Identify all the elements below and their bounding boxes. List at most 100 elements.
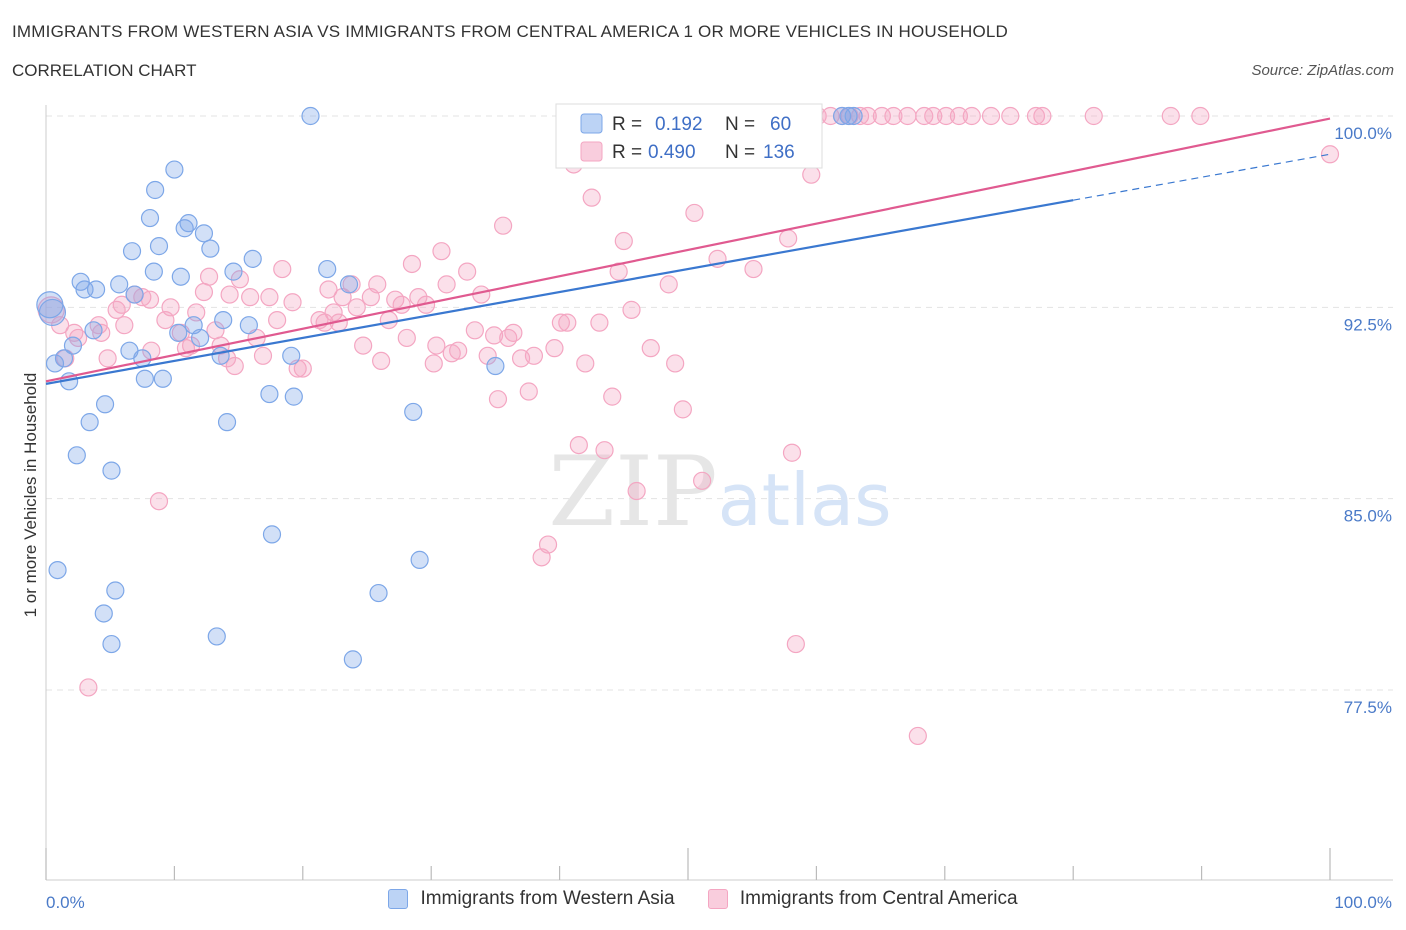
chart-title: IMMIGRANTS FROM WESTERN ASIA VS IMMIGRAN… xyxy=(12,22,1008,41)
data-point xyxy=(494,216,513,235)
data-point xyxy=(614,231,633,251)
legend-label-western-asia: Immigrants from Western Asia xyxy=(420,888,675,909)
data-point xyxy=(214,310,233,330)
legend-r-western-asia: 0.192 xyxy=(655,114,703,135)
data-point xyxy=(260,384,279,404)
data-point xyxy=(262,525,282,544)
data-point xyxy=(524,346,544,365)
trend-line-central-america xyxy=(45,117,1331,383)
data-point xyxy=(98,349,117,368)
data-point xyxy=(45,354,65,373)
data-point xyxy=(659,275,678,294)
data-point xyxy=(551,313,570,332)
data-point xyxy=(112,295,131,314)
data-point xyxy=(379,310,398,330)
data-point xyxy=(1001,106,1020,126)
data-point xyxy=(839,106,858,126)
data-point xyxy=(133,349,152,368)
data-point xyxy=(107,300,126,319)
data-point xyxy=(86,280,106,299)
data-point xyxy=(135,369,154,388)
data-point xyxy=(666,354,685,373)
data-point xyxy=(171,267,190,286)
data-point xyxy=(786,634,805,654)
data-point xyxy=(224,262,243,281)
data-point xyxy=(397,328,416,348)
data-point xyxy=(545,339,564,358)
data-point xyxy=(243,249,262,268)
legend-n-central-america: 136 xyxy=(763,142,795,163)
data-point xyxy=(622,300,641,319)
x-tick-label-min: 0.0% xyxy=(46,893,85,912)
data-point xyxy=(782,443,802,462)
data-point xyxy=(268,310,287,330)
data-point xyxy=(898,106,917,126)
data-point xyxy=(372,351,391,371)
data-point xyxy=(627,481,646,501)
data-point xyxy=(106,581,125,600)
data-point xyxy=(190,328,210,348)
data-point xyxy=(432,242,451,261)
data-point xyxy=(343,650,362,669)
legend-r-central-america: 0.490 xyxy=(648,142,696,163)
chart-subtitle: CORRELATION CHART xyxy=(12,61,197,80)
data-point xyxy=(449,341,468,360)
data-point xyxy=(260,288,279,307)
data-point xyxy=(102,634,121,654)
y-tick-label: 92.5% xyxy=(1344,315,1392,334)
data-point xyxy=(146,180,165,200)
data-point xyxy=(1026,106,1046,126)
axes xyxy=(45,105,1393,881)
legend-n-label: N = xyxy=(725,142,755,163)
data-point xyxy=(478,346,497,365)
data-point xyxy=(318,259,337,279)
data-point xyxy=(962,106,981,126)
data-point xyxy=(368,275,387,294)
data-point xyxy=(437,275,456,294)
series-central-america xyxy=(37,106,1340,746)
data-point xyxy=(693,471,712,490)
data-point xyxy=(149,492,169,511)
data-point xyxy=(884,106,903,126)
legend-r-label: R = xyxy=(612,114,642,135)
data-point xyxy=(576,354,595,373)
data-point xyxy=(458,262,477,281)
data-point xyxy=(63,336,83,355)
y-tick-label: 77.5% xyxy=(1344,698,1392,717)
legend-n-western-asia: 60 xyxy=(770,114,791,135)
data-point xyxy=(149,237,169,256)
data-point xyxy=(161,298,180,317)
data-point xyxy=(538,535,558,554)
data-point xyxy=(558,313,577,332)
data-point xyxy=(936,106,956,126)
data-point xyxy=(273,259,292,279)
trend-line-western-asia xyxy=(45,199,1074,385)
data-point xyxy=(122,242,142,261)
data-point xyxy=(590,313,609,332)
data-point xyxy=(908,726,927,746)
data-point xyxy=(949,106,969,126)
data-point xyxy=(80,413,99,432)
data-point xyxy=(1161,106,1180,126)
trend-layer xyxy=(45,117,1331,385)
data-point xyxy=(347,298,366,317)
data-point xyxy=(301,106,320,126)
data-point xyxy=(84,321,103,340)
data-point xyxy=(1084,106,1103,126)
data-point xyxy=(140,290,160,309)
data-point xyxy=(102,461,121,480)
data-point xyxy=(1191,106,1210,126)
data-point xyxy=(36,291,64,319)
data-point xyxy=(486,356,505,376)
y-tick-labels: 77.5% 85.0% 92.5% 100.0% xyxy=(1334,124,1392,717)
data-point xyxy=(284,387,303,406)
data-point xyxy=(239,316,258,335)
data-point xyxy=(404,402,423,422)
data-point xyxy=(603,387,622,406)
watermark: ZIPatlas xyxy=(548,436,891,548)
data-point xyxy=(144,262,163,281)
data-point xyxy=(201,239,220,258)
data-point xyxy=(79,678,98,697)
data-point xyxy=(94,604,113,623)
